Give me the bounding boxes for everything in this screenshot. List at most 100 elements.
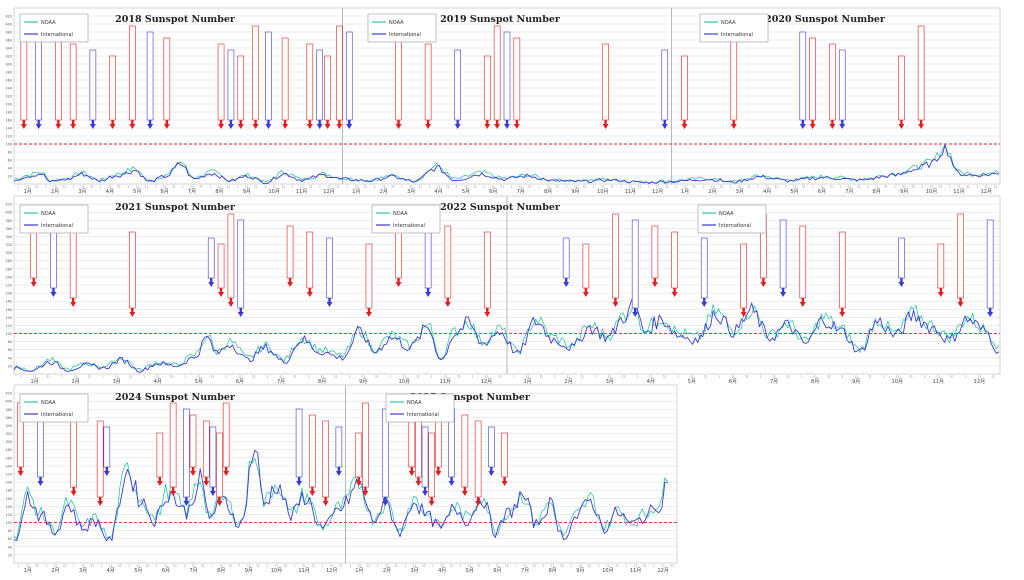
event-label-box [316, 49, 323, 121]
day-tick-label: 21 [615, 564, 619, 568]
legend-box [697, 204, 767, 234]
event-arrow [898, 282, 905, 287]
event-label-box [740, 243, 747, 309]
event-arrow-stem [397, 120, 400, 124]
event-arrow-stem [205, 477, 208, 481]
legend-label-noaa: NOAA [393, 211, 408, 217]
event-label-box [227, 49, 235, 121]
day-tick-label: 21 [256, 564, 260, 568]
day-tick-label: 21 [638, 185, 642, 189]
event-arrow [501, 481, 508, 486]
day-tick-label: 1 [100, 185, 102, 189]
day-tick-label: 21 [418, 185, 422, 189]
event-arrow-stem [131, 120, 134, 124]
day-tick-label: 11 [496, 564, 500, 568]
month-label: 9月 [900, 189, 908, 195]
day-tick-label: 11 [247, 564, 251, 568]
day-tick-label: 1 [292, 185, 294, 189]
month-label: 6月 [162, 568, 170, 574]
month-label: 6月 [489, 189, 497, 195]
event-label-box [503, 31, 511, 121]
event-arrow [454, 124, 461, 129]
event-arrow-stem [614, 298, 617, 302]
day-tick-label: 11 [444, 375, 448, 379]
event-arrow [488, 471, 495, 476]
event-arrow [799, 124, 806, 129]
event-label-box [209, 426, 217, 488]
month-label: 10月 [892, 379, 903, 385]
day-tick-label: 21 [473, 185, 477, 189]
event-arrow [602, 124, 609, 129]
month-label: 6月 [729, 379, 737, 385]
day-tick-label: 1 [429, 185, 431, 189]
y-tick-label: 420 [6, 203, 12, 207]
event-arrow [147, 124, 154, 129]
month-label: 10月 [271, 568, 282, 574]
y-tick-label: 80 [8, 340, 12, 344]
day-tick-label: 11 [683, 185, 687, 189]
event-label-box [70, 414, 77, 488]
day-tick-label: 21 [334, 375, 338, 379]
day-tick-label: 21 [336, 185, 340, 189]
day-tick-label: 1 [225, 375, 227, 379]
event-label-box [612, 213, 619, 299]
month-label: 9月 [576, 568, 584, 574]
event-label-box [454, 49, 462, 121]
chart-panel-0: 20 40 60 80 100 120 140 160 180 200 220 240 260 280 30… [6, 7, 1001, 195]
event-arrow [103, 471, 110, 476]
day-tick-label: 1 [515, 564, 517, 568]
event-arrow [957, 302, 964, 307]
day-tick-label: 11 [245, 185, 249, 189]
month-label: 3月 [410, 568, 418, 574]
event-arrow-stem [229, 298, 233, 302]
day-tick-label: 21 [88, 375, 92, 379]
month-label: 8月 [318, 379, 326, 385]
event-arrow [365, 312, 372, 317]
day-tick-label: 1 [349, 564, 351, 568]
y-tick-label: 200 [6, 481, 12, 485]
event-label-box [408, 414, 416, 468]
day-tick-label: 11 [330, 564, 334, 568]
day-tick-label: 21 [90, 564, 94, 568]
event-arrow [448, 481, 455, 486]
y-tick-label: 300 [6, 63, 12, 67]
event-arrow-stem [191, 467, 195, 471]
event-arrow [484, 312, 491, 317]
day-tick-label: 1 [922, 185, 924, 189]
event-arrow [484, 124, 491, 129]
day-tick-label: 1 [677, 375, 679, 379]
event-arrow-stem [211, 487, 215, 491]
day-tick-label: 21 [671, 564, 675, 568]
day-tick-label: 11 [320, 375, 324, 379]
event-arrow-stem [564, 278, 568, 282]
event-label-box [146, 31, 154, 121]
month-label: 2月 [380, 189, 388, 195]
y-tick-label: 240 [6, 464, 12, 468]
day-tick-label: 21 [745, 375, 749, 379]
y-tick-label: 280 [6, 259, 12, 263]
month-label: 7月 [517, 189, 525, 195]
day-tick-label: 21 [63, 564, 67, 568]
event-arrow-stem [490, 467, 493, 471]
event-arrow-stem [604, 120, 607, 124]
event-label-box [513, 37, 521, 121]
month-label: 2月 [383, 568, 391, 574]
event-arrow-stem [91, 120, 95, 124]
event-arrow [216, 501, 223, 506]
event-label-box [829, 43, 836, 121]
event-arrow-stem [185, 497, 188, 501]
day-tick-label: 11 [526, 375, 530, 379]
event-label-box [237, 55, 245, 121]
event-label-box [217, 43, 225, 121]
event-arrow-stem [683, 120, 686, 124]
event-arrow [208, 282, 215, 287]
day-tick-label: 1 [636, 375, 638, 379]
event-arrow [395, 282, 402, 287]
legend-box [19, 13, 89, 43]
day-tick-label: 11 [896, 375, 900, 379]
event-arrow [829, 124, 836, 129]
legend: NOAA International [699, 13, 769, 43]
y-tick-label: 180 [6, 111, 12, 115]
event-arrow-stem [841, 308, 844, 312]
event-arrow [362, 491, 369, 496]
